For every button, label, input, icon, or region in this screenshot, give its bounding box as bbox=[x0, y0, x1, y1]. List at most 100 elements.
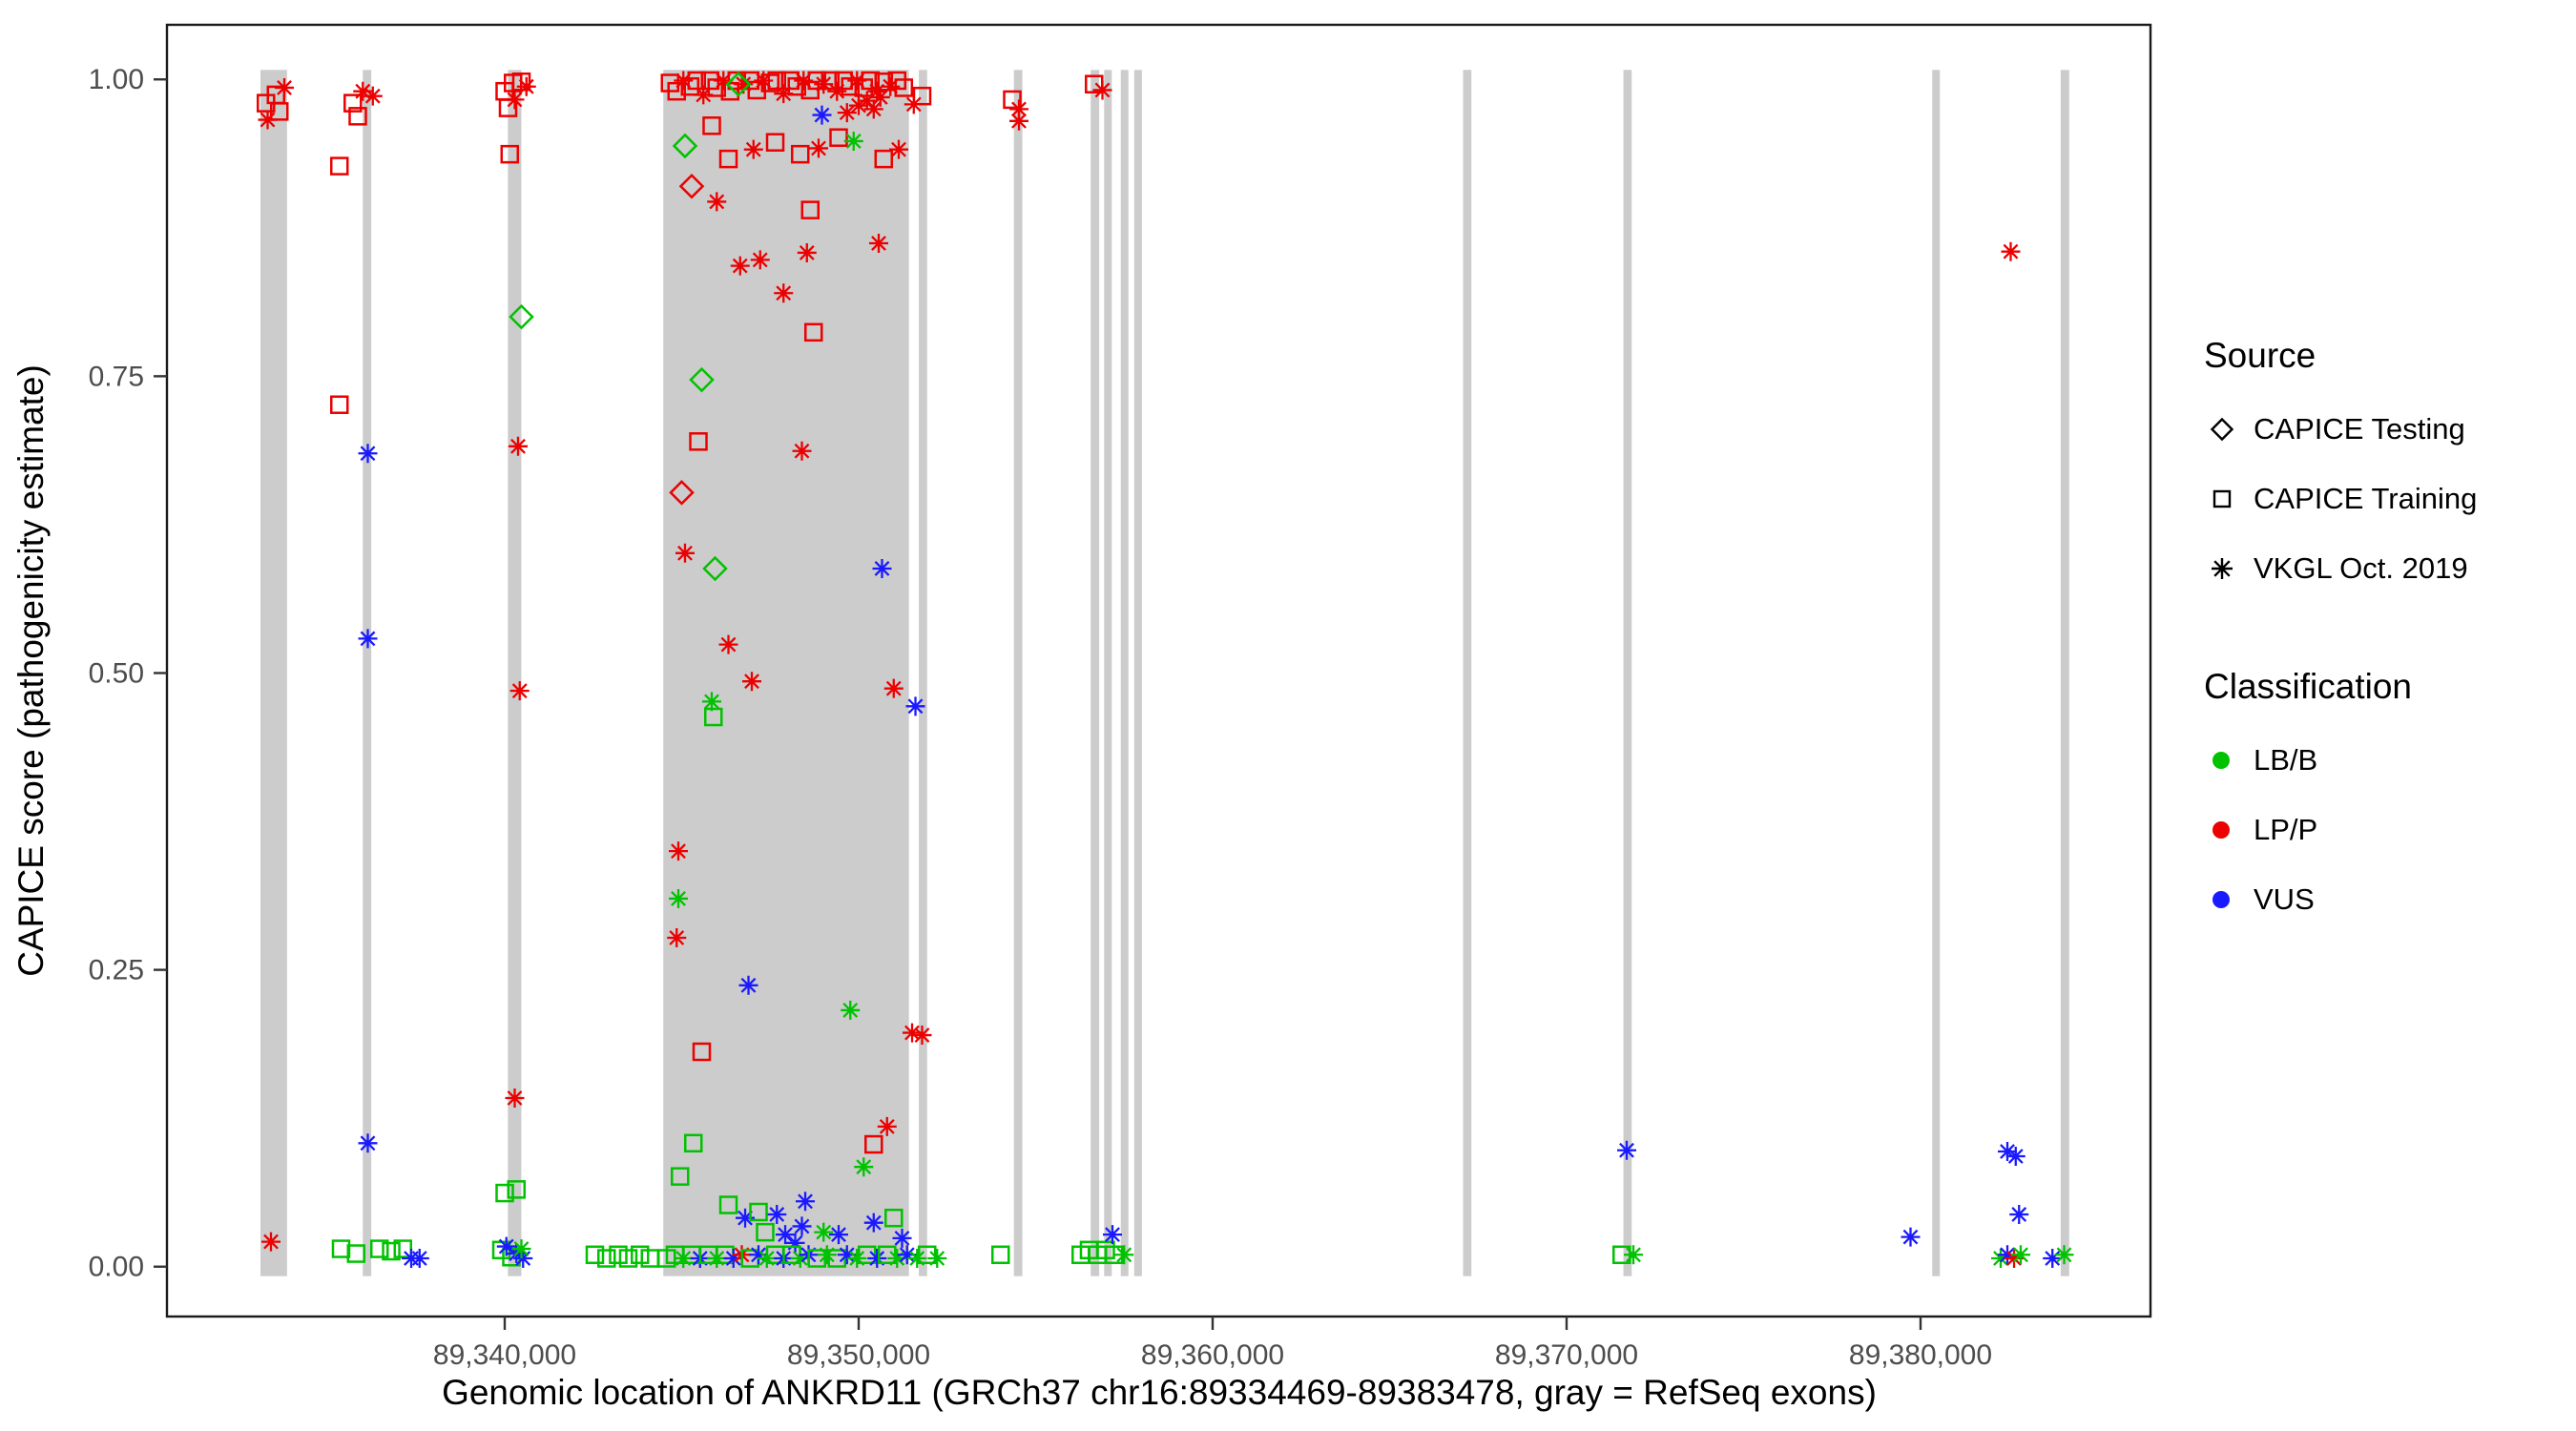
lbb-dot-icon bbox=[2204, 741, 2246, 779]
data-point bbox=[1617, 1140, 1636, 1160]
data-point bbox=[912, 86, 932, 106]
data-point bbox=[874, 72, 894, 92]
exon-bar bbox=[363, 70, 372, 1276]
data-point bbox=[683, 1133, 703, 1153]
data-point bbox=[883, 678, 904, 698]
data-point bbox=[720, 81, 740, 101]
data-point bbox=[837, 103, 857, 123]
data-point bbox=[2009, 1204, 2029, 1224]
data-point bbox=[990, 1245, 1010, 1265]
data-point bbox=[669, 841, 689, 861]
data-point bbox=[363, 86, 383, 106]
data-point bbox=[689, 432, 708, 451]
data-point bbox=[854, 1157, 874, 1177]
data-point bbox=[874, 149, 894, 169]
legend-item-lbb: LB/B bbox=[2204, 730, 2566, 791]
data-point bbox=[897, 1245, 917, 1265]
data-point bbox=[829, 1225, 849, 1245]
data-point bbox=[725, 71, 752, 97]
data-point bbox=[790, 1249, 810, 1269]
data-point bbox=[511, 1239, 531, 1259]
x-tick-label: 89,360,000 bbox=[1141, 1339, 1284, 1371]
data-point bbox=[827, 81, 847, 101]
data-point bbox=[878, 1245, 897, 1265]
data-point bbox=[509, 303, 534, 330]
data-point bbox=[1103, 1225, 1123, 1245]
data-point bbox=[1624, 1245, 1644, 1265]
data-point bbox=[736, 1208, 756, 1228]
y-tick-label: 0.00 bbox=[89, 1252, 144, 1283]
data-point bbox=[867, 81, 887, 101]
data-point bbox=[760, 73, 780, 93]
data-point bbox=[674, 71, 694, 91]
data-point bbox=[675, 543, 695, 563]
data-point bbox=[750, 250, 770, 270]
data-point bbox=[275, 77, 295, 97]
legend: Source CAPICE Testing CAPICE Training VK… bbox=[2204, 336, 2566, 939]
data-point bbox=[353, 81, 373, 101]
diamond-icon bbox=[2204, 410, 2246, 448]
data-point bbox=[796, 1192, 816, 1212]
data-point bbox=[678, 173, 705, 199]
data-point bbox=[511, 72, 531, 92]
x-axis-title: Genomic location of ANKRD11 (GRCh37 chr1… bbox=[442, 1373, 1877, 1412]
exon-bar bbox=[1104, 70, 1112, 1276]
legend-label: VKGL Oct. 2019 bbox=[2254, 551, 2468, 585]
data-point bbox=[785, 1233, 805, 1253]
data-point bbox=[807, 71, 827, 91]
exon-bar bbox=[1133, 70, 1142, 1276]
exon-bar bbox=[2060, 70, 2069, 1276]
data-point bbox=[887, 1249, 907, 1269]
data-point bbox=[776, 1225, 796, 1245]
exon-bars bbox=[260, 70, 2069, 1276]
data-point bbox=[718, 149, 738, 169]
data-point bbox=[1114, 1245, 1134, 1265]
legend-item-capice-testing: CAPICE Testing bbox=[2204, 399, 2566, 460]
data-point bbox=[809, 138, 829, 158]
data-point bbox=[774, 84, 794, 104]
x-tick-label: 89,350,000 bbox=[787, 1339, 930, 1371]
data-point bbox=[807, 1249, 827, 1268]
data-point bbox=[756, 1222, 775, 1242]
data-point bbox=[927, 1249, 947, 1269]
data-point bbox=[707, 192, 727, 212]
data-point bbox=[609, 1245, 628, 1265]
legend-label: CAPICE Training bbox=[2254, 482, 2478, 515]
data-point bbox=[369, 1239, 389, 1258]
data-point bbox=[787, 76, 807, 96]
data-point bbox=[1901, 1227, 1921, 1247]
data-point bbox=[505, 1089, 525, 1109]
data-point bbox=[2010, 1245, 2030, 1265]
data-point bbox=[1003, 90, 1022, 110]
data-point bbox=[814, 1222, 834, 1242]
asterisk-icon bbox=[2204, 550, 2246, 588]
exon-bar bbox=[663, 70, 909, 1276]
data-point bbox=[847, 1249, 867, 1269]
data-point bbox=[1008, 111, 1028, 131]
legend-source-title: Source bbox=[2204, 336, 2316, 375]
data-point bbox=[498, 98, 518, 117]
data-point bbox=[800, 200, 821, 219]
data-point bbox=[618, 1249, 638, 1268]
x-tick-label: 89,370,000 bbox=[1495, 1339, 1638, 1371]
data-point bbox=[894, 78, 914, 97]
exon-bar bbox=[260, 70, 287, 1276]
data-point bbox=[754, 71, 774, 91]
data-point bbox=[260, 1232, 280, 1252]
legend-item-capice-training: CAPICE Training bbox=[2204, 468, 2566, 529]
data-point bbox=[749, 1245, 769, 1265]
data-point bbox=[814, 74, 834, 94]
data-point bbox=[1998, 1142, 2018, 1162]
data-point bbox=[694, 85, 714, 105]
data-point bbox=[730, 256, 750, 276]
legend-label: LB/B bbox=[2254, 743, 2318, 777]
vus-dot-icon bbox=[2204, 881, 2246, 919]
data-point bbox=[918, 1245, 937, 1265]
legend-item-vkgl: VKGL Oct. 2019 bbox=[2204, 538, 2566, 599]
data-point bbox=[829, 128, 848, 147]
data-point bbox=[870, 87, 890, 107]
data-point bbox=[358, 629, 378, 649]
data-point bbox=[667, 928, 687, 948]
